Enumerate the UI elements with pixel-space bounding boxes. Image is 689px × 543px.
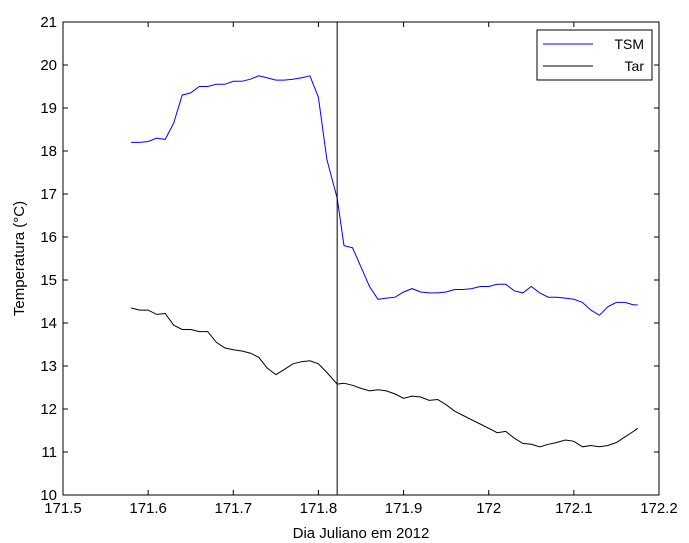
x-tick-label: 172.1 (555, 500, 593, 517)
y-tick-label: 13 (40, 358, 57, 375)
x-axis-title: Dia Juliano em 2012 (293, 525, 430, 542)
y-tick-label: 15 (40, 272, 57, 289)
y-tick-label: 12 (40, 401, 57, 418)
y-tick-label: 21 (40, 14, 57, 31)
tick-labels-layer: 171.5 171.6 171.7 171.8 171.9 172 172.1 172.2 10… (40, 14, 677, 517)
legend-label-tar: Tar (625, 58, 645, 74)
series-line-tsm (131, 75, 638, 316)
x-tick-label: 171.6 (129, 500, 167, 517)
y-tick-label: 18 (40, 143, 57, 160)
y-tick-label: 11 (41, 444, 57, 461)
legend-box (536, 29, 653, 81)
legend: TSM Tar (536, 29, 653, 81)
x-tick-label: 172.2 (640, 500, 678, 517)
x-tick-label: 171.7 (215, 500, 253, 517)
y-axis-title: Temperatura (°C) (11, 201, 28, 316)
y-tick-label: 17 (40, 186, 57, 203)
series-layer (130, 75, 638, 448)
ticks-layer (62, 21, 660, 496)
y-tick-label: 10 (40, 487, 57, 504)
x-tick-label: 171.8 (300, 500, 338, 517)
legend-label-tsm: TSM (614, 36, 644, 52)
y-tick-label: 19 (40, 100, 57, 117)
y-tick-label: 14 (40, 315, 57, 332)
x-tick-label: 172 (476, 500, 501, 517)
x-tick-label: 171.9 (385, 500, 423, 517)
y-tick-label: 20 (40, 57, 57, 74)
y-tick-label: 16 (40, 229, 57, 246)
x-tick-label: 171.5 (44, 500, 82, 517)
plot-area-frame (62, 21, 660, 496)
series-line-tar (130, 307, 638, 448)
